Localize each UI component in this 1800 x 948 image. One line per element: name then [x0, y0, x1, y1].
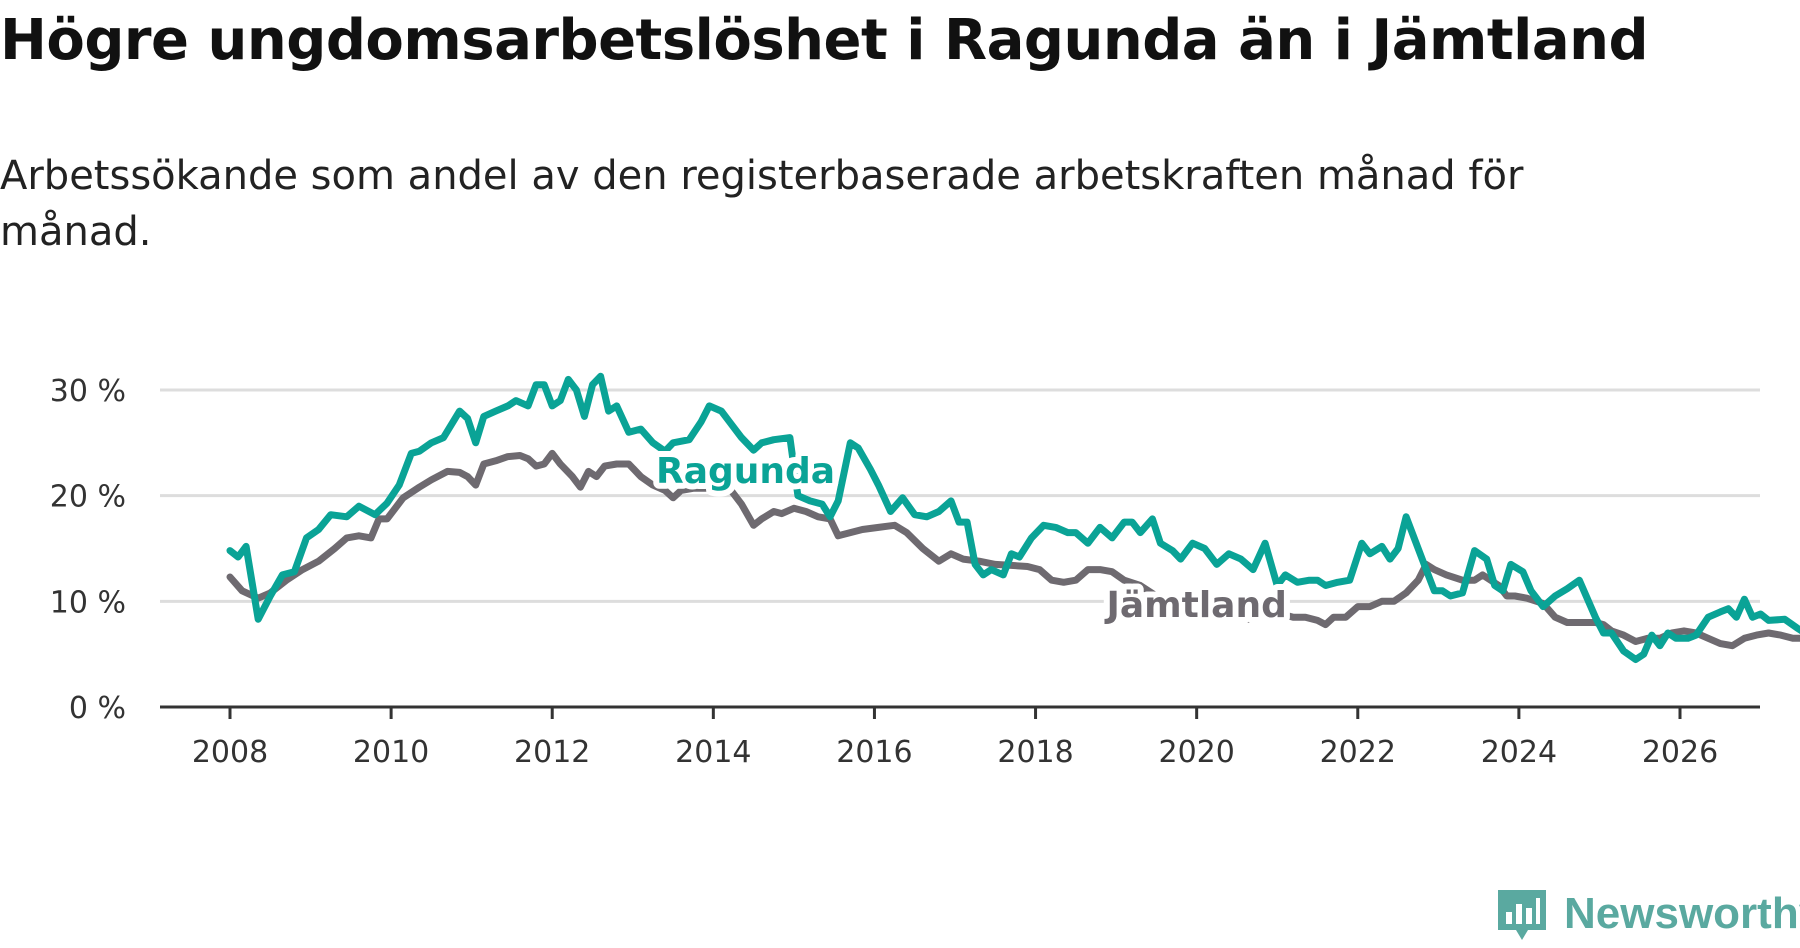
- y-tick-label: 20 %: [50, 480, 126, 515]
- series-line-jamtland: [226, 449, 1800, 650]
- x-tick-label: 2016: [836, 735, 912, 770]
- series-layer: [226, 372, 1800, 663]
- newsworthy-logo: Newsworthy: [1494, 886, 1800, 942]
- y-tick-label: 0 %: [69, 691, 126, 726]
- x-tick-label: 2022: [1320, 735, 1396, 770]
- newsworthy-logo-icon: [1498, 890, 1546, 940]
- axis-layer: 0 % 10 % 20 % 30 % 2008 2010 2012 2014 2016 2018 2…: [50, 374, 1760, 770]
- x-tick-label: 2014: [675, 735, 751, 770]
- x-tick-label: 2018: [997, 735, 1073, 770]
- series-line-ragunda: [226, 372, 1800, 663]
- x-tick-label: 2024: [1481, 735, 1557, 770]
- brand-name: Newsworthy: [1564, 889, 1800, 938]
- series-label-ragunda: Ragunda: [656, 451, 835, 492]
- y-tick-label: 10 %: [50, 585, 126, 620]
- chart-subtitle: Arbetssökande som andel av den registerb…: [0, 153, 1524, 255]
- x-tick-label: 2020: [1158, 735, 1234, 770]
- chart-title: Högre ungdomsarbetslöshet i Ragunda än i…: [0, 8, 1649, 73]
- x-tick-label: 2008: [192, 735, 268, 770]
- x-tick-label: 2012: [514, 735, 590, 770]
- gridlines: [160, 388, 1760, 603]
- y-tick-label: 30 %: [50, 374, 126, 409]
- series-label-jamtland: Jämtland: [1103, 585, 1286, 626]
- x-tick-label: 2010: [353, 735, 429, 770]
- x-tick-label: 2026: [1642, 735, 1718, 770]
